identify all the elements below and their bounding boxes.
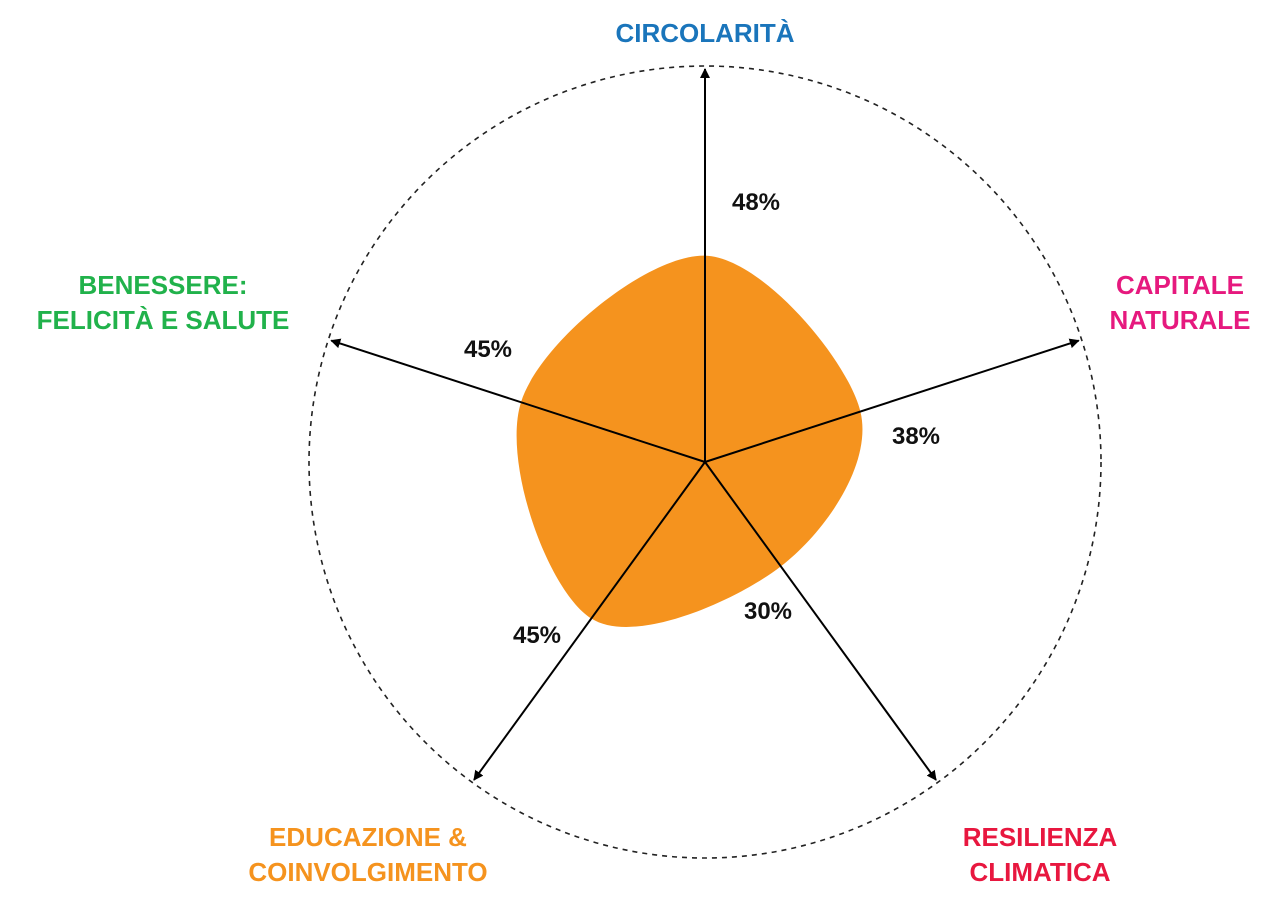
axis-arrow-4: [330, 338, 706, 463]
value-label-4: 45%: [464, 336, 512, 363]
value-label-1: 38%: [892, 423, 940, 450]
axis-label-4: BENESSERE: FELICITÀ E SALUTE: [37, 270, 290, 335]
data-area: [516, 255, 863, 627]
axis-arrow-2: [704, 461, 937, 781]
axis-label-3: EDUCAZIONE & COINVOLGIMENTO: [248, 822, 487, 887]
axis-label-1: CAPITALE NATURALE: [1109, 270, 1250, 335]
axis-arrow-1: [704, 338, 1080, 463]
value-label-0: 48%: [732, 189, 780, 216]
outer-dashed-ring: [308, 65, 1102, 859]
value-label-3: 45%: [513, 622, 561, 649]
axis-label-2: RESILIENZA CLIMATICA: [963, 822, 1118, 887]
value-label-2: 30%: [744, 598, 792, 625]
axis-arrow-3: [473, 461, 706, 781]
axis-label-0: CIRCOLARITÀ: [615, 18, 794, 48]
